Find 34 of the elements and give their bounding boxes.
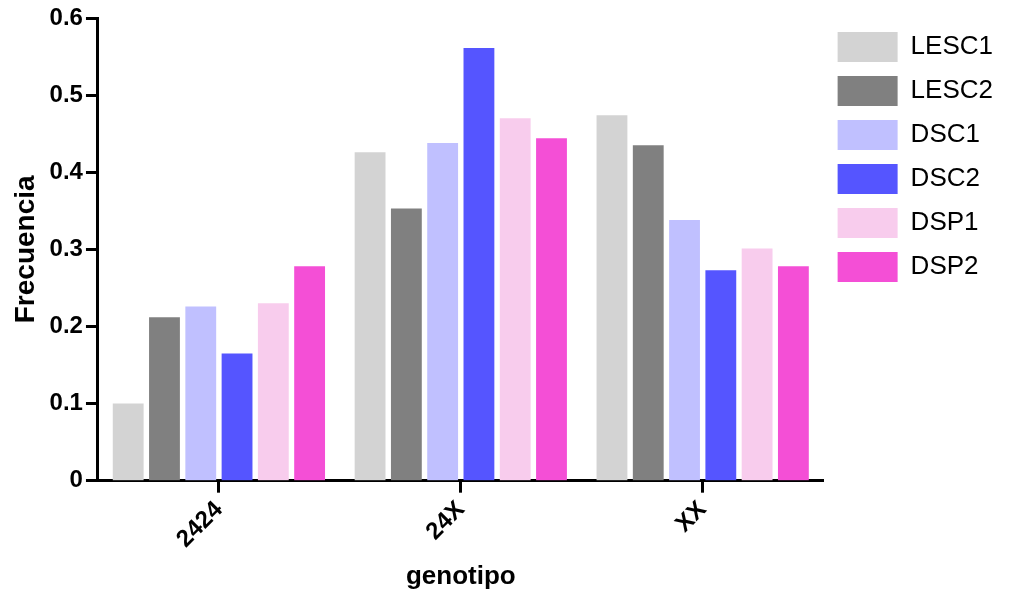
y-tick-label: 0.1 <box>49 388 83 416</box>
y-tick-label: 0.3 <box>49 233 83 261</box>
bar <box>632 145 664 481</box>
bar <box>112 403 144 481</box>
y-axis-title: Frecuencia <box>8 175 40 324</box>
bar <box>390 208 422 481</box>
y-tick-label: 0 <box>69 465 83 493</box>
legend-label: DSP2 <box>910 250 979 281</box>
bar <box>257 303 289 481</box>
bar <box>777 266 809 481</box>
y-tick-label: 0.5 <box>49 79 83 107</box>
bar <box>596 115 628 481</box>
y-tick-label: 0.6 <box>49 2 83 30</box>
bar <box>499 118 531 481</box>
bar <box>536 138 567 481</box>
legend-label: LESC2 <box>910 74 994 105</box>
bar <box>463 48 495 481</box>
bar <box>427 142 459 481</box>
legend-label: DSP1 <box>910 206 979 237</box>
bar <box>741 248 773 481</box>
legend-label: LESC1 <box>910 30 994 61</box>
bar <box>669 220 700 481</box>
bar <box>294 266 326 481</box>
bar <box>185 306 217 481</box>
x-tick-label: XX <box>669 494 711 537</box>
bar <box>354 152 386 481</box>
bar <box>149 317 180 481</box>
bar <box>705 270 737 481</box>
x-axis-title: genotipo <box>405 559 516 590</box>
y-tick-label: 0.2 <box>49 311 83 339</box>
y-tick-label: 0.4 <box>49 156 84 184</box>
legend-label: DSC2 <box>910 162 980 193</box>
legend-label: DSC1 <box>910 118 980 149</box>
bar <box>221 353 253 481</box>
